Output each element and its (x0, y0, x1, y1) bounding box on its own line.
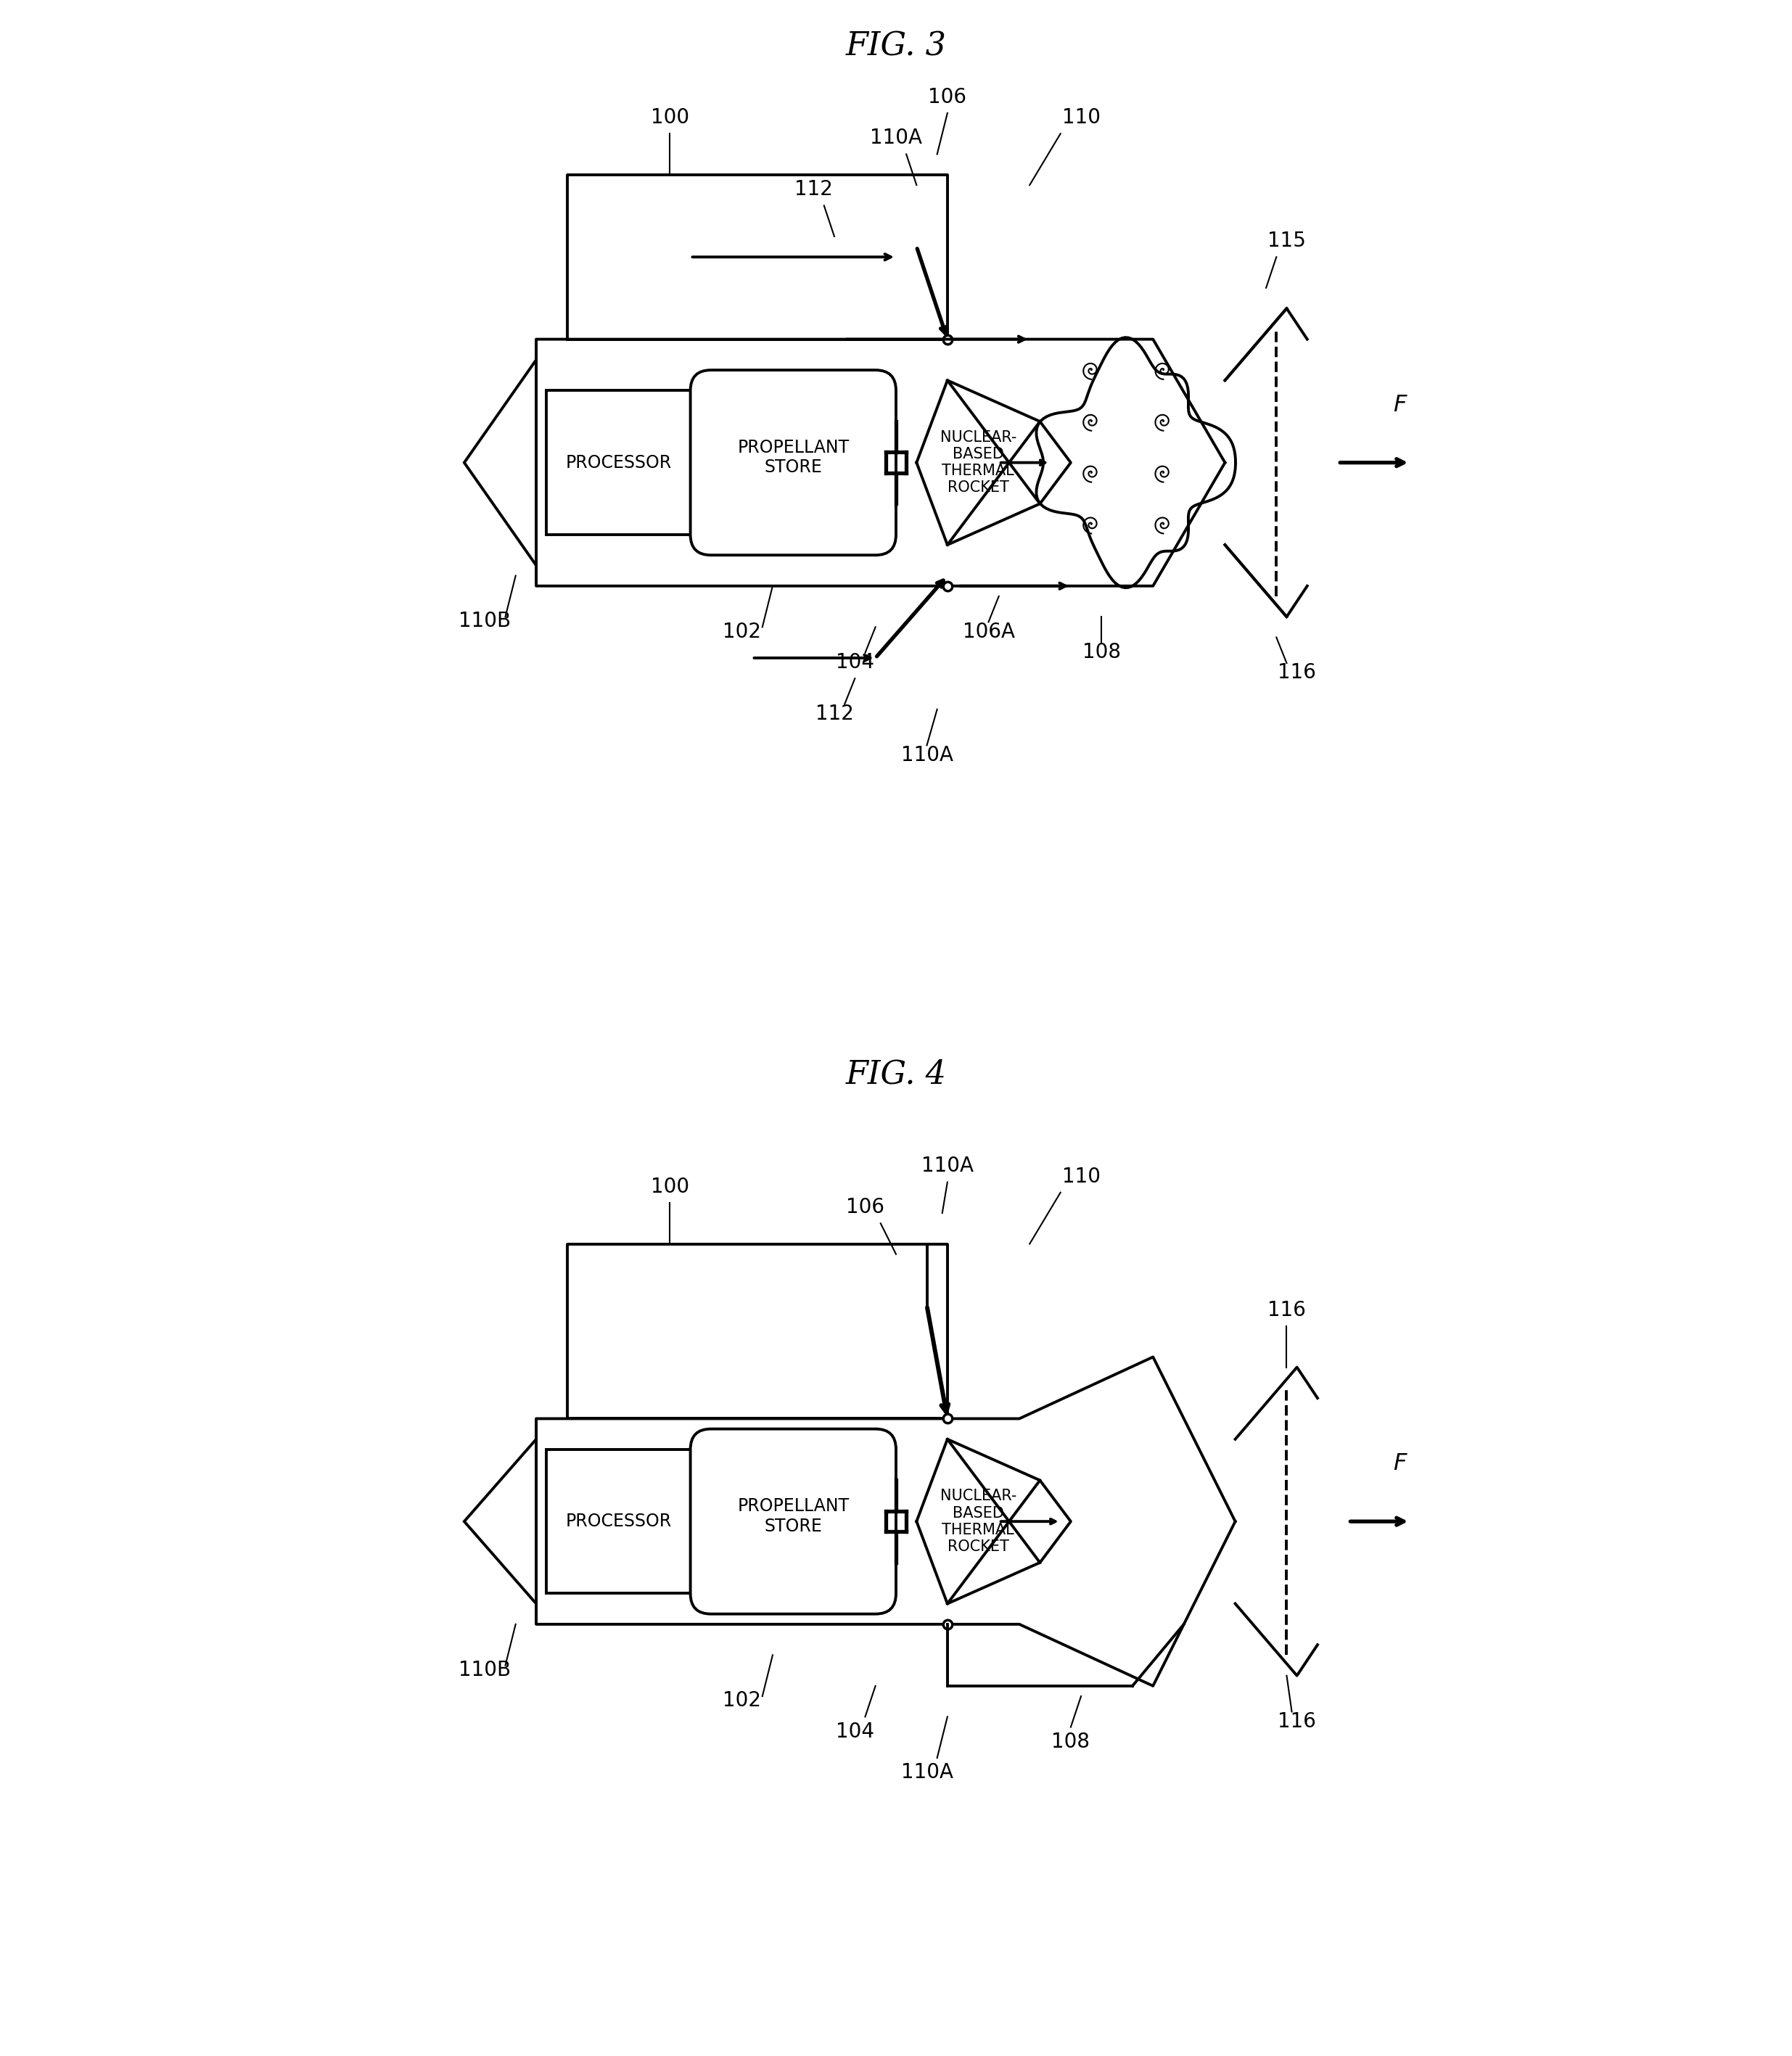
Text: 112: 112 (794, 179, 833, 199)
FancyBboxPatch shape (547, 1449, 690, 1593)
Text: 104: 104 (835, 1721, 874, 1741)
Text: 102: 102 (722, 621, 762, 641)
Text: FIG. 3: FIG. 3 (846, 31, 946, 62)
Text: 108: 108 (1052, 1731, 1090, 1752)
Text: 112: 112 (815, 703, 853, 724)
Text: 110A: 110A (901, 1762, 953, 1783)
Text: 110B: 110B (459, 1659, 511, 1680)
FancyBboxPatch shape (547, 391, 690, 535)
Text: 110B: 110B (459, 611, 511, 631)
Text: 110A: 110A (869, 127, 923, 148)
Text: 110: 110 (1063, 107, 1100, 127)
Text: F: F (1392, 395, 1407, 415)
Text: 106A: 106A (962, 621, 1014, 641)
Text: 104: 104 (835, 652, 874, 672)
Text: 106: 106 (928, 86, 966, 107)
Text: F: F (1392, 1454, 1407, 1474)
Text: 108: 108 (1082, 641, 1120, 662)
Text: 116: 116 (1278, 1711, 1315, 1731)
Text: 102: 102 (722, 1690, 762, 1711)
Text: 100: 100 (650, 107, 690, 127)
FancyBboxPatch shape (690, 1429, 896, 1614)
Text: PROCESSOR: PROCESSOR (566, 1513, 672, 1530)
Text: 106: 106 (846, 1197, 885, 1217)
Text: PROPELLANT
STORE: PROPELLANT STORE (737, 1497, 849, 1536)
FancyBboxPatch shape (690, 370, 896, 555)
Text: 110: 110 (1063, 1166, 1100, 1186)
Text: 110A: 110A (921, 1155, 973, 1176)
Text: FIG. 4: FIG. 4 (846, 1059, 946, 1090)
Text: 116: 116 (1267, 1299, 1306, 1320)
Text: 100: 100 (650, 1176, 690, 1197)
Text: 116: 116 (1278, 662, 1315, 683)
Text: NUCLEAR-
BASED
THERMAL
ROCKET: NUCLEAR- BASED THERMAL ROCKET (941, 1489, 1016, 1554)
Text: PROCESSOR: PROCESSOR (566, 454, 672, 471)
Text: 110A: 110A (901, 744, 953, 765)
Text: NUCLEAR-
BASED
THERMAL
ROCKET: NUCLEAR- BASED THERMAL ROCKET (941, 430, 1016, 495)
Text: PROPELLANT
STORE: PROPELLANT STORE (737, 438, 849, 477)
Text: 115: 115 (1267, 230, 1306, 251)
